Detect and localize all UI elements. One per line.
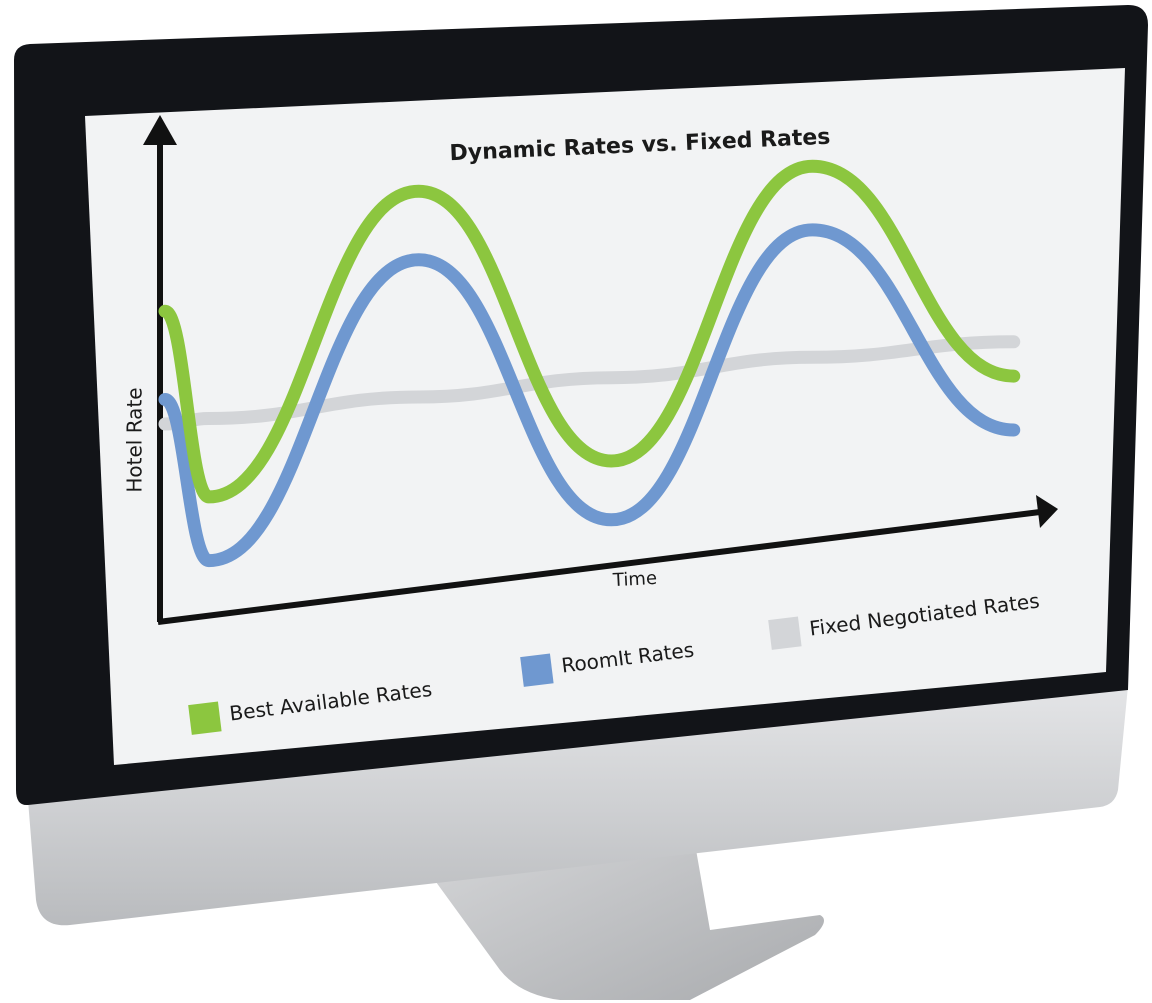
series-line — [158, 223, 1021, 568]
y-axis-label: Hotel Rate — [123, 387, 147, 492]
chart: Dynamic Rates vs. Fixed Rates Time Hotel… — [123, 115, 1058, 735]
monitor-chin — [28, 686, 1128, 926]
series-line — [158, 335, 1021, 431]
x-axis-label: Time — [611, 568, 657, 591]
legend-swatch — [768, 616, 802, 650]
screen — [85, 68, 1125, 765]
legend-swatch — [520, 653, 554, 687]
legend-swatch — [188, 701, 222, 735]
x-axis-arrow — [1036, 495, 1058, 528]
series-line — [158, 159, 1021, 504]
y-axis-arrow — [143, 115, 177, 145]
x-axis — [157, 509, 1041, 625]
